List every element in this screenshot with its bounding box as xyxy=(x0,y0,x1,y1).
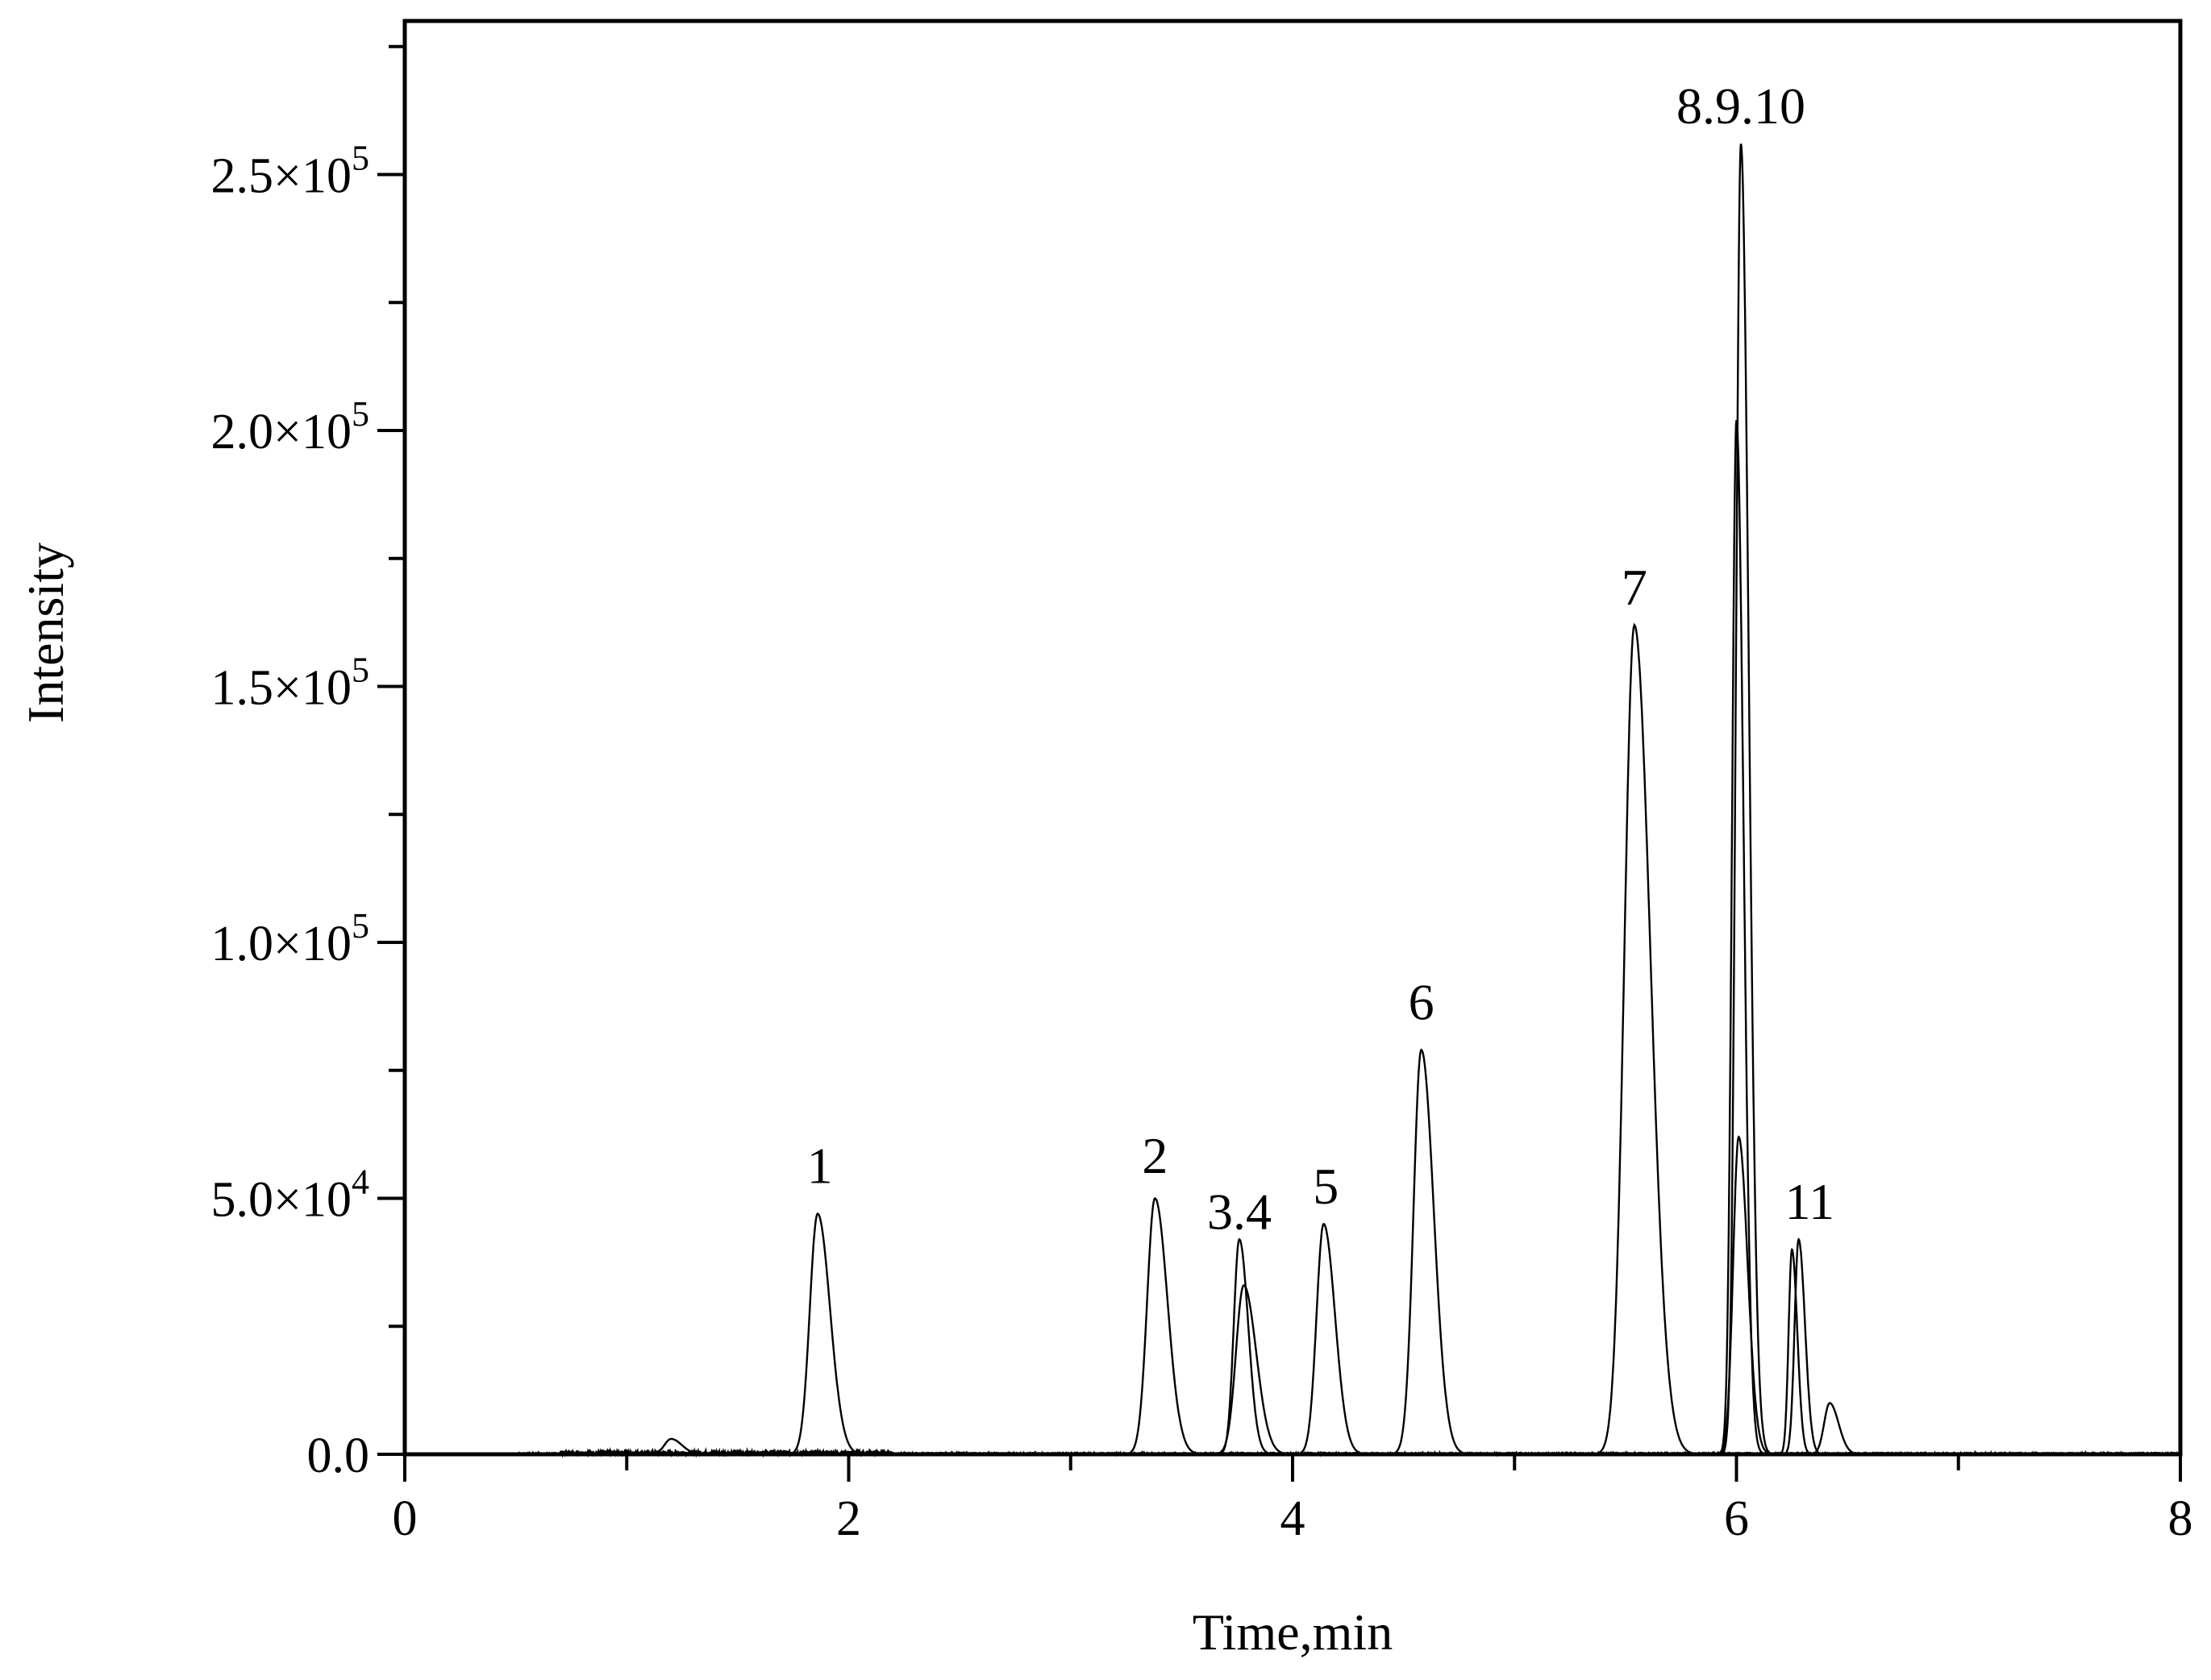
y-tick-times: ×10 xyxy=(273,1173,352,1228)
y-tick-label: 2.5×105 xyxy=(211,139,369,204)
peak-trace xyxy=(1554,622,1755,1456)
peak-label: 8.9.10 xyxy=(1676,77,1805,135)
y-axis-label: Intensity xyxy=(17,543,74,723)
peak-trace xyxy=(1701,143,1800,1456)
x-axis-ticks: 0 2 4 6 8 xyxy=(393,1454,2193,1546)
y-tick-times: ×10 xyxy=(273,917,352,971)
peak-label: 2 xyxy=(1142,1127,1168,1184)
peak-trace xyxy=(1359,1048,1515,1456)
chromatogram-traces xyxy=(515,143,2181,1458)
y-tick-mantissa: 5.0 xyxy=(211,1173,274,1228)
x-tick-label: 4 xyxy=(1280,1491,1305,1546)
peak-label: 7 xyxy=(1622,559,1647,616)
y-tick-mantissa: 2.0 xyxy=(211,405,274,460)
y-tick-times: ×10 xyxy=(273,405,352,460)
peak-label: 6 xyxy=(1409,973,1434,1030)
y-tick-exponent: 5 xyxy=(352,139,369,178)
y-tick-label: 2.0×105 xyxy=(211,394,369,460)
peak-label: 3.4 xyxy=(1207,1183,1272,1241)
peak-trace xyxy=(755,1212,911,1456)
x-tick-label: 8 xyxy=(2168,1491,2193,1546)
peak-labels: 1 2 3.4 5 6 7 8.9.10 11 xyxy=(807,77,1834,1241)
y-tick-label: 0.0 xyxy=(307,1428,370,1483)
y-tick-times: ×10 xyxy=(273,661,352,716)
peak-trace xyxy=(1194,1237,1306,1456)
peak-label: 11 xyxy=(1785,1173,1835,1230)
x-tick-label: 0 xyxy=(393,1491,418,1546)
x-tick-label: 6 xyxy=(1724,1491,1749,1546)
plot-frame xyxy=(402,19,2183,1457)
peak-label: 5 xyxy=(1313,1158,1339,1215)
peak-label: 1 xyxy=(807,1137,833,1194)
y-tick-exponent: 5 xyxy=(352,906,369,946)
y-tick-exponent: 5 xyxy=(352,394,369,434)
y-tick-exponent: 4 xyxy=(352,1162,369,1202)
y-tick-mantissa: 1.5 xyxy=(211,661,274,716)
y-tick-mantissa: 2.5 xyxy=(211,149,274,204)
y-tick-label: 1.0×105 xyxy=(211,906,369,971)
y-tick-label: 1.5×105 xyxy=(211,651,369,716)
y-tick-mantissa: 1.0 xyxy=(211,917,274,971)
peak-trace xyxy=(1267,1222,1409,1456)
y-tick-mantissa: 0.0 xyxy=(307,1428,370,1483)
y-tick-label: 5.0×104 xyxy=(211,1162,369,1228)
x-axis-label: Time,min xyxy=(1193,1603,1393,1661)
peak-trace xyxy=(1765,1248,1832,1456)
peak-trace xyxy=(1766,1237,1847,1456)
y-tick-exponent: 5 xyxy=(352,651,369,690)
peak-trace xyxy=(1701,419,1790,1456)
x-tick-label: 2 xyxy=(836,1491,861,1546)
y-tick-times: ×10 xyxy=(273,149,352,204)
